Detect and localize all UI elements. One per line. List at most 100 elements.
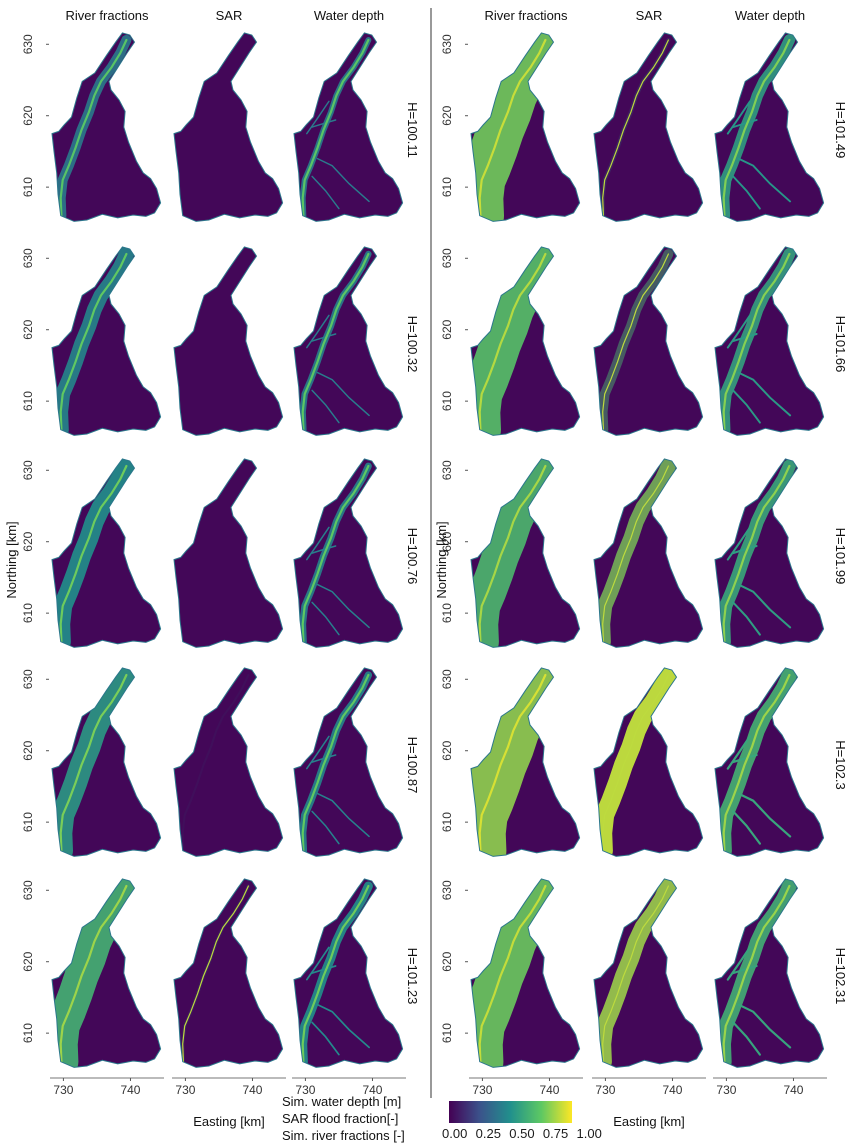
map-panel — [51, 32, 162, 222]
catchment-area — [715, 667, 824, 857]
map-panel — [293, 878, 404, 1068]
catchment-area — [52, 667, 161, 857]
y-tick-label: 630 — [440, 460, 454, 480]
catchment-outline — [173, 32, 284, 222]
catchment-outline — [293, 246, 404, 436]
colorbar-title-3: Sim. river fractions [-] — [282, 1128, 405, 1143]
colorbar — [449, 1101, 572, 1123]
catchment-outline — [173, 458, 284, 648]
y-tick-label: 620 — [440, 105, 454, 125]
y-tick-label: 610 — [21, 391, 35, 411]
catchment-outline — [593, 458, 704, 648]
side-channel — [311, 389, 340, 424]
map-panel — [714, 32, 825, 222]
side-channel — [726, 526, 751, 561]
colorbar-tick: 0.25 — [475, 1126, 501, 1141]
river-channel — [478, 884, 547, 1063]
y-tick-label: 620 — [440, 740, 454, 760]
catchment-area — [294, 32, 403, 222]
catchment-outline — [593, 667, 704, 857]
y-tick-label: 610 — [440, 1023, 454, 1043]
colorbar-title-2: SAR flood fraction[-] — [282, 1111, 399, 1126]
map-panel — [51, 878, 162, 1068]
map-panel — [173, 878, 284, 1068]
stage-label: H=102.3 — [833, 740, 848, 790]
catchment-area — [294, 246, 403, 436]
catchment-area — [594, 246, 703, 436]
catchment-area — [174, 246, 283, 436]
x-tick-label: 730 — [716, 1083, 736, 1097]
catchment-area — [52, 458, 161, 648]
side-channel — [316, 371, 370, 417]
river-channel — [602, 253, 669, 431]
y-tick-label: 610 — [21, 1023, 35, 1043]
river-channel — [602, 465, 669, 643]
side-channel — [726, 100, 751, 135]
x-tick-label: 730 — [595, 1083, 615, 1097]
catchment-area — [594, 878, 703, 1068]
river-channel — [59, 673, 128, 852]
river-channel — [478, 38, 547, 217]
y-tick-label: 620 — [21, 319, 35, 339]
column-header: SAR — [636, 8, 663, 23]
side-channel — [316, 792, 370, 838]
river-channel — [602, 885, 669, 1063]
catchment-outline — [593, 878, 704, 1068]
map-panel — [173, 32, 284, 222]
x-tick-label: 730 — [472, 1083, 492, 1097]
river-channel — [722, 884, 791, 1063]
river-channel — [301, 252, 370, 431]
catchment-outline — [51, 667, 162, 857]
side-channel — [306, 735, 330, 770]
map-panel — [173, 458, 284, 648]
river-channel — [301, 673, 370, 852]
river-channel — [301, 884, 370, 1063]
column-header: Water depth — [314, 8, 384, 23]
y-tick-label: 630 — [440, 669, 454, 689]
catchment-outline — [51, 246, 162, 436]
catchment-area — [715, 458, 824, 648]
colorbar-title-1: Sim. water depth [m] — [282, 1094, 402, 1109]
catchment-outline — [470, 32, 581, 222]
y-tick-label: 620 — [21, 105, 35, 125]
river-channel — [182, 885, 249, 1063]
side-channel — [311, 1021, 340, 1056]
catchment-outline — [714, 32, 825, 222]
y-tick-label: 610 — [21, 177, 35, 197]
catchment-area — [174, 878, 283, 1068]
x-tick-label: 740 — [120, 1083, 140, 1097]
side-channel — [306, 526, 330, 561]
river-channel — [478, 673, 547, 852]
map-panel — [293, 246, 404, 436]
river-channel — [722, 673, 791, 852]
catchment-outline — [714, 458, 825, 648]
map-panel — [593, 458, 704, 648]
catchment-outline — [714, 878, 825, 1068]
side-channel — [732, 1021, 761, 1056]
y-tick-label: 630 — [440, 880, 454, 900]
colorbar-tick: 1.00 — [576, 1126, 602, 1141]
river-channel — [301, 38, 370, 217]
column-header: River fractions — [484, 8, 568, 23]
side-channel — [732, 810, 761, 845]
catchment-outline — [51, 878, 162, 1068]
side-channel — [737, 583, 792, 629]
stage-label: H=101.66 — [833, 316, 848, 373]
catchment-area — [594, 32, 703, 222]
side-channel — [737, 157, 792, 203]
y-tick-label: 630 — [21, 248, 35, 268]
catchment-outline — [173, 878, 284, 1068]
catchment-outline — [51, 32, 162, 222]
stage-label: H=102.31 — [833, 948, 848, 1005]
colorbar-tick: 0.50 — [509, 1126, 535, 1141]
catchment-area — [52, 246, 161, 436]
flood-extent — [181, 673, 250, 852]
x-tick-label: 730 — [295, 1083, 315, 1097]
map-panel — [470, 32, 581, 222]
river-channel — [59, 38, 128, 217]
catchment-area — [594, 458, 703, 648]
river-channel — [722, 252, 791, 431]
side-channel — [316, 1003, 370, 1049]
catchment-outline — [470, 246, 581, 436]
